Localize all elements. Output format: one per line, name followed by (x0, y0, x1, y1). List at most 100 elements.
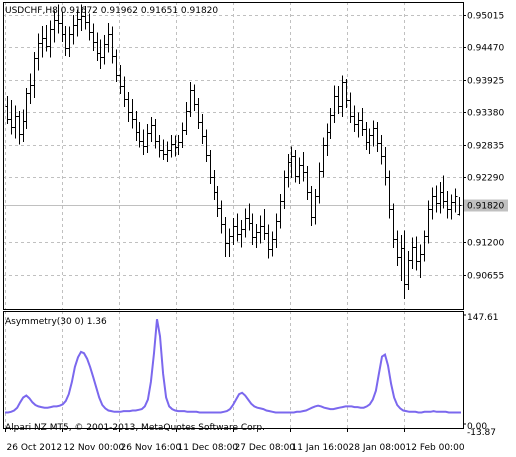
price-bar[interactable] (227, 228, 232, 258)
price-bar[interactable] (102, 34, 107, 65)
price-bar[interactable] (67, 26, 72, 57)
price-bar[interactable] (258, 215, 263, 244)
price-bar[interactable] (130, 99, 135, 129)
price-bar[interactable] (180, 122, 185, 149)
price-bar[interactable] (44, 25, 49, 52)
price-bar[interactable] (21, 109, 26, 143)
price-bar[interactable] (313, 189, 318, 225)
price-bar[interactable] (418, 244, 423, 279)
price-bar[interactable] (215, 186, 220, 218)
price-bar[interactable] (340, 75, 345, 118)
price-bar[interactable] (192, 84, 197, 112)
price-bar[interactable] (13, 105, 18, 139)
price-bar[interactable] (126, 92, 131, 122)
price-bar[interactable] (426, 200, 431, 244)
price-bar[interactable] (87, 13, 92, 41)
price-bar[interactable] (336, 86, 341, 115)
price-bar[interactable] (17, 111, 22, 145)
price-bar[interactable] (247, 203, 252, 231)
price-bar[interactable] (438, 182, 443, 214)
price-bar[interactable] (239, 220, 244, 248)
price-bar[interactable] (28, 73, 33, 104)
price-bar[interactable] (165, 141, 170, 162)
price-bar[interactable] (157, 134, 162, 158)
price-bar[interactable] (24, 87, 29, 129)
price-bar[interactable] (122, 76, 127, 107)
price-bar[interactable] (453, 188, 458, 213)
price-bar[interactable] (414, 236, 419, 271)
price-bar[interactable] (145, 124, 150, 153)
price-bar[interactable] (106, 22, 111, 53)
price-bar[interactable] (91, 23, 96, 51)
price-bar[interactable] (449, 194, 454, 220)
price-bar[interactable] (356, 112, 361, 138)
price-bar[interactable] (434, 185, 439, 213)
price-bar[interactable] (48, 20, 53, 58)
price-bar[interactable] (161, 139, 166, 160)
price-bar[interactable] (344, 78, 349, 109)
price-bar[interactable] (352, 105, 357, 132)
price-bar[interactable] (243, 208, 248, 238)
price-bar[interactable] (399, 235, 404, 281)
price-bar[interactable] (293, 149, 298, 183)
price-bar[interactable] (286, 154, 291, 188)
price-bar[interactable] (223, 217, 228, 258)
price-bar[interactable] (297, 157, 302, 184)
price-bar[interactable] (422, 230, 427, 262)
price-bar[interactable] (250, 213, 255, 246)
price-bar[interactable] (141, 129, 146, 156)
price-bars[interactable] (5, 4, 462, 299)
price-bar[interactable] (325, 123, 330, 156)
price-bar[interactable] (321, 137, 326, 178)
price-bar[interactable] (262, 208, 267, 240)
price-bar[interactable] (270, 231, 275, 257)
price-bar[interactable] (169, 134, 174, 158)
price-bar[interactable] (149, 117, 154, 143)
price-bar[interactable] (402, 230, 407, 299)
price-bar[interactable] (75, 9, 80, 37)
price-bar[interactable] (410, 237, 415, 270)
price-bar[interactable] (71, 15, 76, 45)
price-bar[interactable] (137, 121, 142, 148)
price-bar[interactable] (375, 121, 380, 153)
price-bar[interactable] (445, 190, 450, 219)
price-bar[interactable] (79, 4, 84, 32)
price-bar[interactable] (118, 65, 123, 94)
price-bar[interactable] (134, 111, 139, 141)
price-bar[interactable] (32, 52, 37, 98)
price-bar[interactable] (301, 152, 306, 182)
price-bar[interactable] (395, 230, 400, 267)
price-bar[interactable] (360, 108, 365, 137)
price-bar[interactable] (188, 81, 193, 118)
price-bar[interactable] (266, 224, 271, 259)
price-bar[interactable] (289, 146, 294, 178)
price-bar[interactable] (332, 85, 337, 124)
price-bar[interactable] (367, 128, 372, 155)
price-bar[interactable] (457, 196, 462, 216)
price-bar[interactable] (371, 120, 376, 147)
price-bar[interactable] (40, 25, 45, 58)
price-bar[interactable] (391, 203, 396, 249)
price-bar[interactable] (278, 193, 283, 229)
price-bar[interactable] (114, 49, 119, 82)
price-bar[interactable] (200, 114, 205, 144)
price-bar[interactable] (95, 32, 100, 62)
price-bar[interactable] (110, 26, 115, 64)
price-bar[interactable] (153, 118, 158, 149)
price-bar[interactable] (196, 97, 201, 129)
price-bar[interactable] (387, 170, 392, 219)
price-bar[interactable] (219, 200, 224, 234)
price-bar[interactable] (254, 223, 259, 249)
price-bar[interactable] (184, 102, 189, 135)
price-bar[interactable] (36, 33, 41, 71)
price-bar[interactable] (208, 149, 213, 184)
price-bar[interactable] (56, 4, 61, 34)
price-bar[interactable] (282, 170, 287, 209)
price-bar[interactable] (60, 11, 65, 42)
price-bar[interactable] (309, 186, 314, 227)
price-bar[interactable] (212, 170, 217, 200)
price-bar[interactable] (317, 162, 322, 204)
price-bar[interactable] (5, 96, 10, 125)
price-bar[interactable] (235, 213, 240, 242)
price-bar[interactable] (305, 165, 310, 200)
